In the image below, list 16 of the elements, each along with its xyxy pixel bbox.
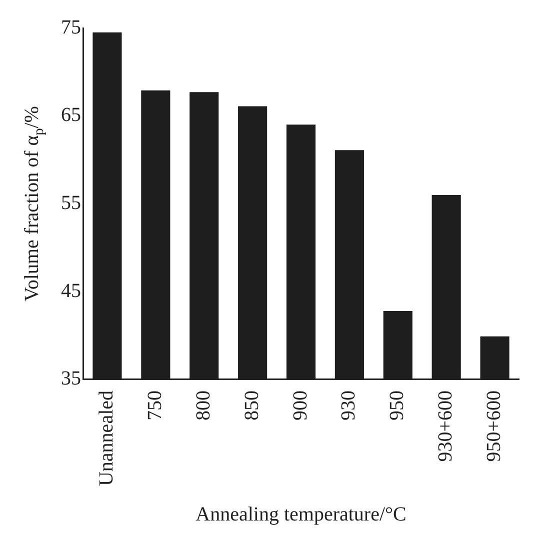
x-tick-label: 800 (192, 390, 214, 420)
x-tick-label: 900 (289, 390, 312, 420)
y-tick-label: 45 (61, 280, 81, 302)
x-tick-label: 930+600 (434, 390, 457, 462)
x-axis-title: Annealing temperature/°C (196, 503, 406, 526)
x-tick-label: 950 (386, 390, 408, 420)
y-axis-title: Volume fraction of αp/% (21, 106, 47, 302)
y-tick-label: 65 (61, 104, 81, 126)
x-tick-label: Unannealed (95, 390, 118, 486)
x-tick-label: 950+600 (483, 390, 506, 462)
x-tick-label: 750 (144, 390, 166, 420)
y-tick-label: 75 (61, 16, 81, 38)
x-tick-label: 930 (338, 390, 360, 420)
y-tick-label: 55 (61, 192, 81, 214)
x-tick-label: 850 (240, 390, 263, 420)
y-tick-label: 35 (61, 368, 81, 390)
